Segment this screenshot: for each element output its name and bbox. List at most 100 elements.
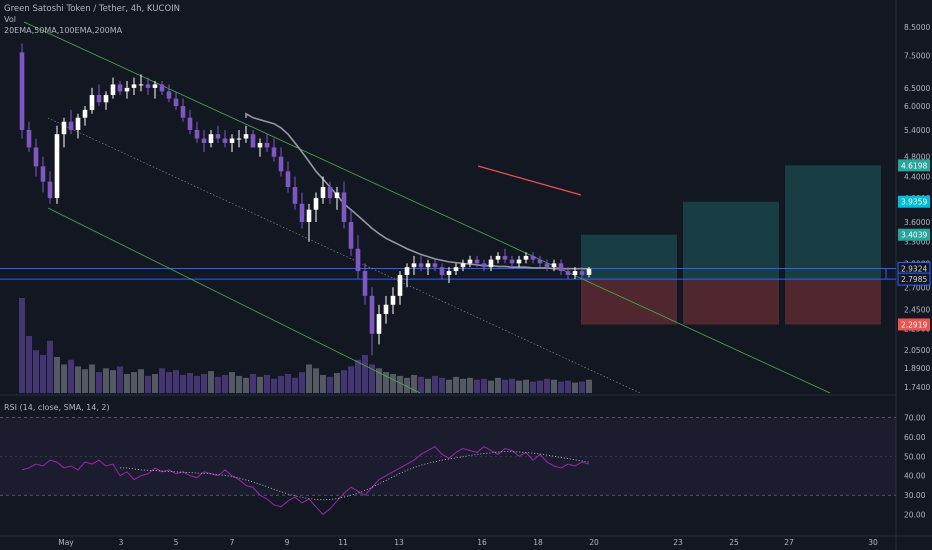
price-tick-label: 2.4500 bbox=[904, 305, 930, 314]
price-tick-label: 6.5000 bbox=[904, 84, 930, 93]
rsi-signal-line bbox=[120, 451, 590, 501]
price-label-value: 3.4039 bbox=[901, 231, 927, 240]
volume-bar bbox=[257, 376, 263, 393]
candle-body bbox=[439, 267, 445, 276]
volume-bar bbox=[19, 298, 25, 393]
price-tick-label: 4.4000 bbox=[904, 172, 930, 181]
volume-bar bbox=[537, 380, 543, 393]
candle-body bbox=[243, 134, 249, 139]
volume-bar bbox=[40, 355, 46, 393]
volume-bar bbox=[138, 369, 144, 393]
candle-body bbox=[355, 248, 361, 272]
volume-bar bbox=[47, 340, 53, 393]
candle-body bbox=[572, 271, 578, 276]
candle-body bbox=[488, 259, 494, 268]
time-axis[interactable]: May 3 5 7 9 11 13 16 18 20 23 25 27 30 bbox=[58, 538, 878, 547]
time-tick-label: 30 bbox=[868, 538, 878, 547]
volume-bar bbox=[152, 374, 158, 393]
volume-bar bbox=[89, 364, 95, 393]
volume-bar bbox=[516, 380, 522, 393]
volume-bar bbox=[327, 376, 333, 393]
volume-bar bbox=[565, 380, 571, 393]
candle-body bbox=[523, 255, 529, 260]
price-label-value: 3.9359 bbox=[901, 198, 927, 207]
volume-bar bbox=[229, 372, 235, 393]
candle-body bbox=[47, 181, 53, 199]
candle-body bbox=[257, 142, 263, 148]
candle-body bbox=[215, 134, 221, 139]
time-tick-label: 16 bbox=[477, 538, 487, 547]
time-tick-label: 5 bbox=[174, 538, 179, 547]
candle-body bbox=[502, 255, 508, 260]
volume-bar bbox=[208, 371, 214, 393]
price-axis[interactable]: 8.5000 7.5000 6.5000 6.0000 5.4000 4.8000 4.40… bbox=[897, 23, 931, 392]
candle-body bbox=[131, 84, 137, 88]
candle-body bbox=[89, 94, 95, 110]
candle-body bbox=[194, 129, 200, 139]
volume-bar bbox=[180, 374, 186, 393]
volume-label: Vol bbox=[4, 15, 16, 24]
volume-bar bbox=[502, 379, 508, 393]
volume-bar bbox=[292, 377, 298, 393]
volume-bar bbox=[285, 374, 291, 393]
candle-body bbox=[362, 271, 368, 296]
candle-body bbox=[75, 117, 81, 130]
volume-bar bbox=[110, 370, 116, 393]
rsi-tick-label: 50.00 bbox=[904, 452, 926, 461]
candle-body bbox=[222, 138, 228, 143]
price-label-value: 4.6198 bbox=[901, 161, 927, 170]
rsi-label: RSI (14, close, SMA, 14, 2) bbox=[4, 403, 110, 412]
candle-body bbox=[103, 94, 109, 103]
trend-lines bbox=[0, 21, 896, 394]
price-tick-label: 1.8900 bbox=[904, 364, 930, 373]
time-tick-label: 27 bbox=[784, 538, 794, 547]
candle-body bbox=[138, 84, 144, 86]
volume-bar bbox=[264, 374, 270, 393]
volume-bar bbox=[460, 378, 466, 393]
candle-body bbox=[250, 134, 256, 148]
price-tick-label: 8.5000 bbox=[904, 23, 930, 32]
loss-zone bbox=[581, 279, 677, 325]
volume-bar bbox=[306, 364, 312, 393]
volume-bar bbox=[362, 355, 368, 393]
candle-body bbox=[96, 94, 102, 103]
candle-body bbox=[285, 171, 291, 188]
candle-body bbox=[292, 187, 298, 204]
volume-bar bbox=[320, 374, 326, 393]
volume-bar bbox=[187, 373, 193, 393]
candle-body bbox=[82, 109, 88, 118]
candle-body bbox=[411, 263, 417, 268]
price-label-box bbox=[898, 159, 930, 172]
volume-bar bbox=[586, 379, 592, 393]
candle-body bbox=[509, 259, 515, 264]
volume-bar bbox=[145, 375, 151, 393]
volume-bar bbox=[495, 377, 501, 393]
rsi-tick-label: 20.00 bbox=[904, 511, 926, 520]
candle-body bbox=[481, 263, 487, 268]
moving-average-line bbox=[245, 112, 589, 270]
volume-bar bbox=[173, 370, 179, 393]
profit-zone bbox=[683, 201, 779, 280]
candle-body bbox=[432, 263, 438, 268]
volume-bar bbox=[481, 378, 487, 393]
candle-body bbox=[110, 84, 116, 95]
price-label-box bbox=[898, 318, 930, 331]
volume-bar bbox=[446, 379, 452, 393]
volume-bar bbox=[348, 366, 354, 393]
volume-bar bbox=[54, 356, 60, 393]
volume-bar bbox=[418, 376, 424, 393]
volume-bar bbox=[390, 374, 396, 393]
time-tick-label: May bbox=[58, 538, 74, 547]
price-label-value: 2.9324 bbox=[901, 265, 927, 274]
candle-body bbox=[145, 84, 151, 88]
candle-body bbox=[33, 147, 39, 167]
volume-bar bbox=[215, 376, 221, 393]
volume-bar bbox=[96, 372, 102, 393]
price-tick-label: 2.0500 bbox=[904, 346, 930, 355]
price-label-box bbox=[898, 195, 930, 208]
time-tick-label: 9 bbox=[285, 538, 290, 547]
candle-body bbox=[271, 147, 277, 157]
volume-bar bbox=[341, 370, 347, 393]
candle-body bbox=[320, 187, 326, 199]
